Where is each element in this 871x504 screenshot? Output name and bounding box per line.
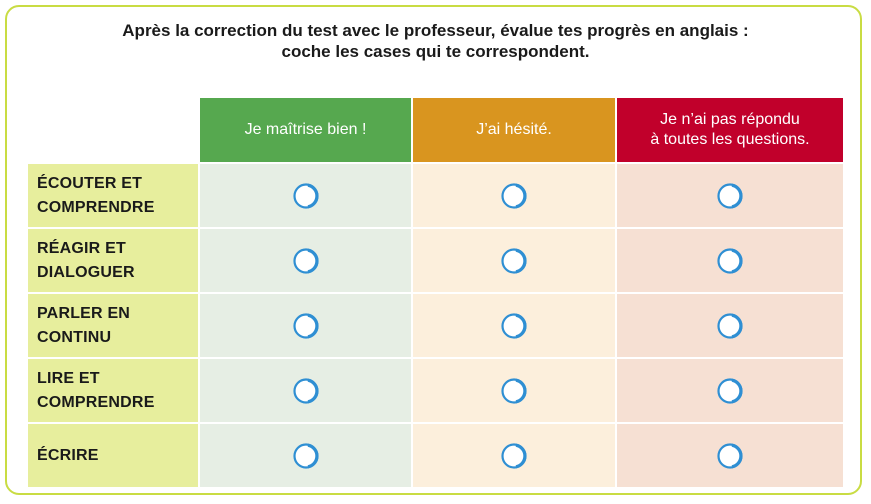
column-header-not-answered: Je n’ai pas répondu à toutes les questio… bbox=[617, 98, 843, 162]
self-assessment-table: Je maîtrise bien ! J’ai hésité. Je n’ai … bbox=[28, 98, 843, 487]
instructions-line-1: Après la correction du test avec le prof… bbox=[122, 21, 749, 40]
column-header-mastered: Je maîtrise bien ! bbox=[200, 98, 411, 162]
row-label: RÉAGIR ET DIALOGUER bbox=[28, 229, 198, 292]
cell-not-answered bbox=[617, 229, 843, 292]
checkbox-circle-icon[interactable] bbox=[292, 182, 320, 210]
checkbox-circle-icon[interactable] bbox=[292, 247, 320, 275]
cell-mastered bbox=[200, 294, 411, 357]
table-row: ÉCOUTER ET COMPRENDRE bbox=[28, 164, 843, 227]
checkbox-circle-icon[interactable] bbox=[716, 247, 744, 275]
column-header-not-answered-label: Je n’ai pas répondu à toutes les questio… bbox=[650, 111, 810, 148]
checkbox-circle-icon[interactable] bbox=[500, 442, 528, 470]
cell-mastered bbox=[200, 229, 411, 292]
checkbox-circle-icon[interactable] bbox=[292, 377, 320, 405]
cell-hesitated bbox=[413, 359, 615, 422]
cell-not-answered bbox=[617, 359, 843, 422]
row-label-text: LIRE ET COMPRENDRE bbox=[37, 369, 155, 411]
checkbox-circle-icon[interactable] bbox=[716, 442, 744, 470]
table-row: PARLER EN CONTINU bbox=[28, 294, 843, 357]
cell-mastered bbox=[200, 424, 411, 487]
row-label-text: PARLER EN CONTINU bbox=[37, 304, 131, 346]
checkbox-circle-icon[interactable] bbox=[716, 377, 744, 405]
table-row: RÉAGIR ET DIALOGUER bbox=[28, 229, 843, 292]
cell-not-answered bbox=[617, 294, 843, 357]
instructions: Après la correction du test avec le prof… bbox=[0, 20, 871, 62]
cell-hesitated bbox=[413, 164, 615, 227]
column-header-hesitated: J’ai hésité. bbox=[413, 98, 615, 162]
cell-not-answered bbox=[617, 164, 843, 227]
column-header-mastered-label: Je maîtrise bien ! bbox=[244, 121, 367, 138]
row-label: ÉCRIRE bbox=[28, 424, 198, 487]
checkbox-circle-icon[interactable] bbox=[292, 442, 320, 470]
row-label-text: ÉCRIRE bbox=[37, 446, 99, 464]
cell-not-answered bbox=[617, 424, 843, 487]
column-header-hesitated-label: J’ai hésité. bbox=[476, 121, 552, 138]
table-row: ÉCRIRE bbox=[28, 424, 843, 487]
table-row: LIRE ET COMPRENDRE bbox=[28, 359, 843, 422]
checkbox-circle-icon[interactable] bbox=[500, 247, 528, 275]
cell-hesitated bbox=[413, 294, 615, 357]
checkbox-circle-icon[interactable] bbox=[716, 312, 744, 340]
instructions-line-2: coche les cases qui te correspondent. bbox=[281, 42, 590, 61]
row-label-text: ÉCOUTER ET COMPRENDRE bbox=[37, 174, 155, 216]
row-label-text: RÉAGIR ET DIALOGUER bbox=[37, 239, 135, 281]
row-label: ÉCOUTER ET COMPRENDRE bbox=[28, 164, 198, 227]
cell-mastered bbox=[200, 164, 411, 227]
checkbox-circle-icon[interactable] bbox=[292, 312, 320, 340]
checkbox-circle-icon[interactable] bbox=[716, 182, 744, 210]
cell-hesitated bbox=[413, 424, 615, 487]
checkbox-circle-icon[interactable] bbox=[500, 377, 528, 405]
row-label: LIRE ET COMPRENDRE bbox=[28, 359, 198, 422]
cell-hesitated bbox=[413, 229, 615, 292]
checkbox-circle-icon[interactable] bbox=[500, 182, 528, 210]
checkbox-circle-icon[interactable] bbox=[500, 312, 528, 340]
cell-mastered bbox=[200, 359, 411, 422]
row-label: PARLER EN CONTINU bbox=[28, 294, 198, 357]
